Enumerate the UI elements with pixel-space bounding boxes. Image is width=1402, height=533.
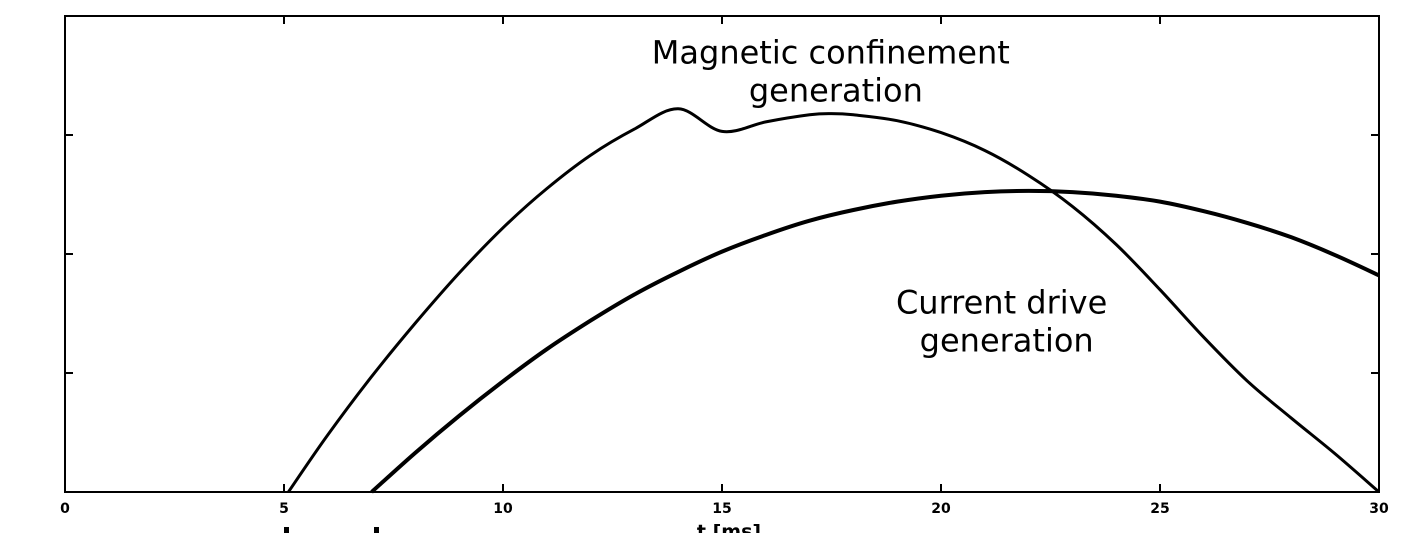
annotation-magnetic-confinement: Magnetic confinement generation (652, 34, 1020, 110)
annotation-current-drive: Current drive generation (896, 284, 1118, 360)
y-ticks (65, 134, 1379, 374)
x-tick-label: 0 (60, 501, 70, 517)
annotation-magnetic-confinement-line-2: generation (749, 72, 923, 110)
x-tick-label: 10 (493, 501, 513, 517)
x-tick-label: 15 (712, 501, 731, 517)
x-ticks: 0 5 10 15 20 25 30 (60, 16, 1389, 517)
annotation-current-drive-line-2: generation (920, 322, 1094, 360)
annotation-current-drive-line-1: Current drive (896, 284, 1107, 322)
annotation-magnetic-confinement-line-1: Magnetic confinement (652, 34, 1010, 72)
x-axis-label: t [ms] (697, 521, 761, 533)
clipped-mark (284, 527, 289, 533)
clipped-mark (374, 527, 379, 533)
x-tick-label: 20 (931, 501, 951, 517)
x-tick-label: 25 (1150, 501, 1169, 517)
series-magnetic-confinement-line (287, 107, 1380, 494)
series-current-drive-line (370, 188, 1380, 494)
x-tick-label: 5 (279, 501, 289, 517)
plot-frame (64, 15, 1380, 493)
x-tick-label: 30 (1369, 501, 1389, 517)
